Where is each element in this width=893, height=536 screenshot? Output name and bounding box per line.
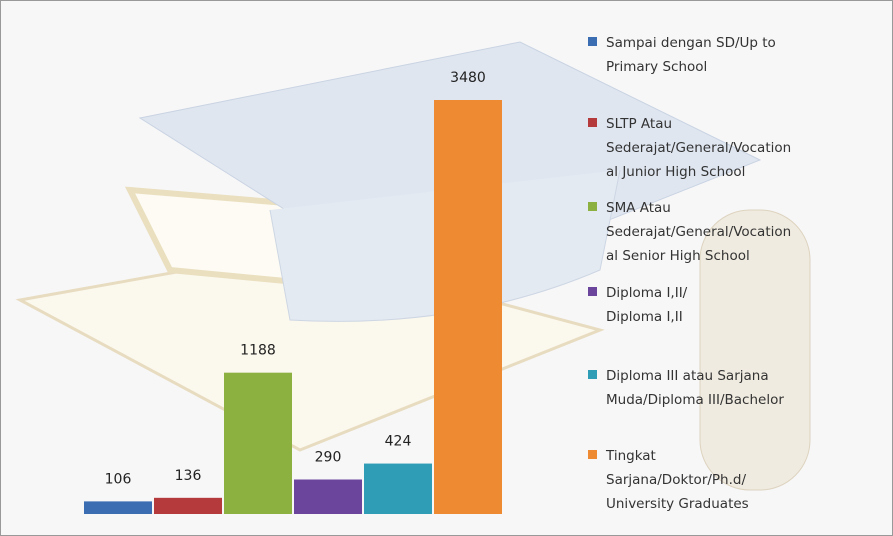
chart: 106 136 1188 290 424 3480 Sampai dengan SD/Up…: [0, 0, 893, 536]
legend-label: Sampai dengan SD/Up to: [606, 35, 776, 51]
legend-label: Primary School: [606, 59, 707, 75]
bar: [84, 501, 152, 514]
legend-marker: [588, 370, 597, 379]
legend-label: Muda/Diploma III/Bachelor: [606, 392, 784, 408]
data-label: 106: [105, 471, 132, 487]
legend-label: al Junior High School: [606, 164, 745, 180]
legend-label: al Senior High School: [606, 248, 750, 264]
data-label: 424: [385, 434, 412, 450]
legend-marker: [588, 287, 597, 296]
legend-marker: [588, 202, 597, 211]
legend-label: Sederajat/General/Vocation: [606, 140, 791, 156]
bar: [224, 373, 292, 514]
legend-label: Sederajat/General/Vocation: [606, 224, 791, 240]
legend-label: Diploma III atau Sarjana: [606, 368, 769, 384]
legend-label: Diploma I,II: [606, 309, 683, 325]
bar: [434, 100, 502, 514]
data-label: 3480: [450, 70, 486, 86]
legend-label: SMA Atau: [606, 200, 671, 216]
bar: [294, 480, 362, 515]
legend-marker: [588, 37, 597, 46]
bar: [364, 464, 432, 514]
data-label: 136: [175, 468, 202, 484]
bar: [154, 498, 222, 514]
legend-label: Diploma I,II/: [606, 285, 688, 301]
legend-label: SLTP Atau: [606, 116, 672, 132]
legend-marker: [588, 450, 597, 459]
data-label: 1188: [240, 343, 276, 359]
legend-label: University Graduates: [606, 496, 749, 512]
legend-label: Sarjana/Doktor/Ph.d/: [606, 472, 746, 488]
data-label: 290: [315, 450, 342, 466]
legend-label: Tingkat: [605, 448, 656, 464]
legend-marker: [588, 118, 597, 127]
